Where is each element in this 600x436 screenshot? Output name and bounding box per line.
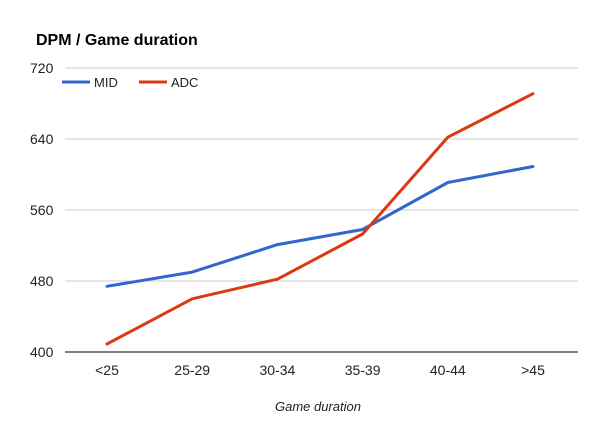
chart-title: DPM / Game duration bbox=[36, 32, 198, 49]
series-lines bbox=[105, 92, 535, 346]
y-tick-label: 480 bbox=[30, 273, 54, 289]
x-axis-label: Game duration bbox=[275, 399, 361, 414]
x-axis-ticks: <25 25-29 30-34 35-39 40-44 >45 bbox=[95, 362, 545, 378]
legend-label-mid: MID bbox=[94, 75, 118, 90]
x-tick-label: >45 bbox=[521, 362, 545, 378]
y-tick-label: 720 bbox=[30, 60, 54, 76]
legend: MID ADC bbox=[62, 75, 198, 90]
x-tick-label: <25 bbox=[95, 362, 119, 378]
y-axis-ticks: 400 480 560 640 720 bbox=[30, 60, 54, 360]
series-line-adc bbox=[105, 92, 535, 346]
x-tick-label: 40-44 bbox=[430, 362, 466, 378]
y-tick-label: 640 bbox=[30, 131, 54, 147]
y-tick-label: 400 bbox=[30, 344, 54, 360]
x-tick-label: 35-39 bbox=[345, 362, 381, 378]
y-tick-label: 560 bbox=[30, 202, 54, 218]
x-tick-label: 30-34 bbox=[259, 362, 295, 378]
legend-label-adc: ADC bbox=[171, 75, 198, 90]
series-line-mid bbox=[105, 165, 535, 288]
grid-lines bbox=[65, 67, 578, 353]
x-tick-label: 25-29 bbox=[174, 362, 210, 378]
